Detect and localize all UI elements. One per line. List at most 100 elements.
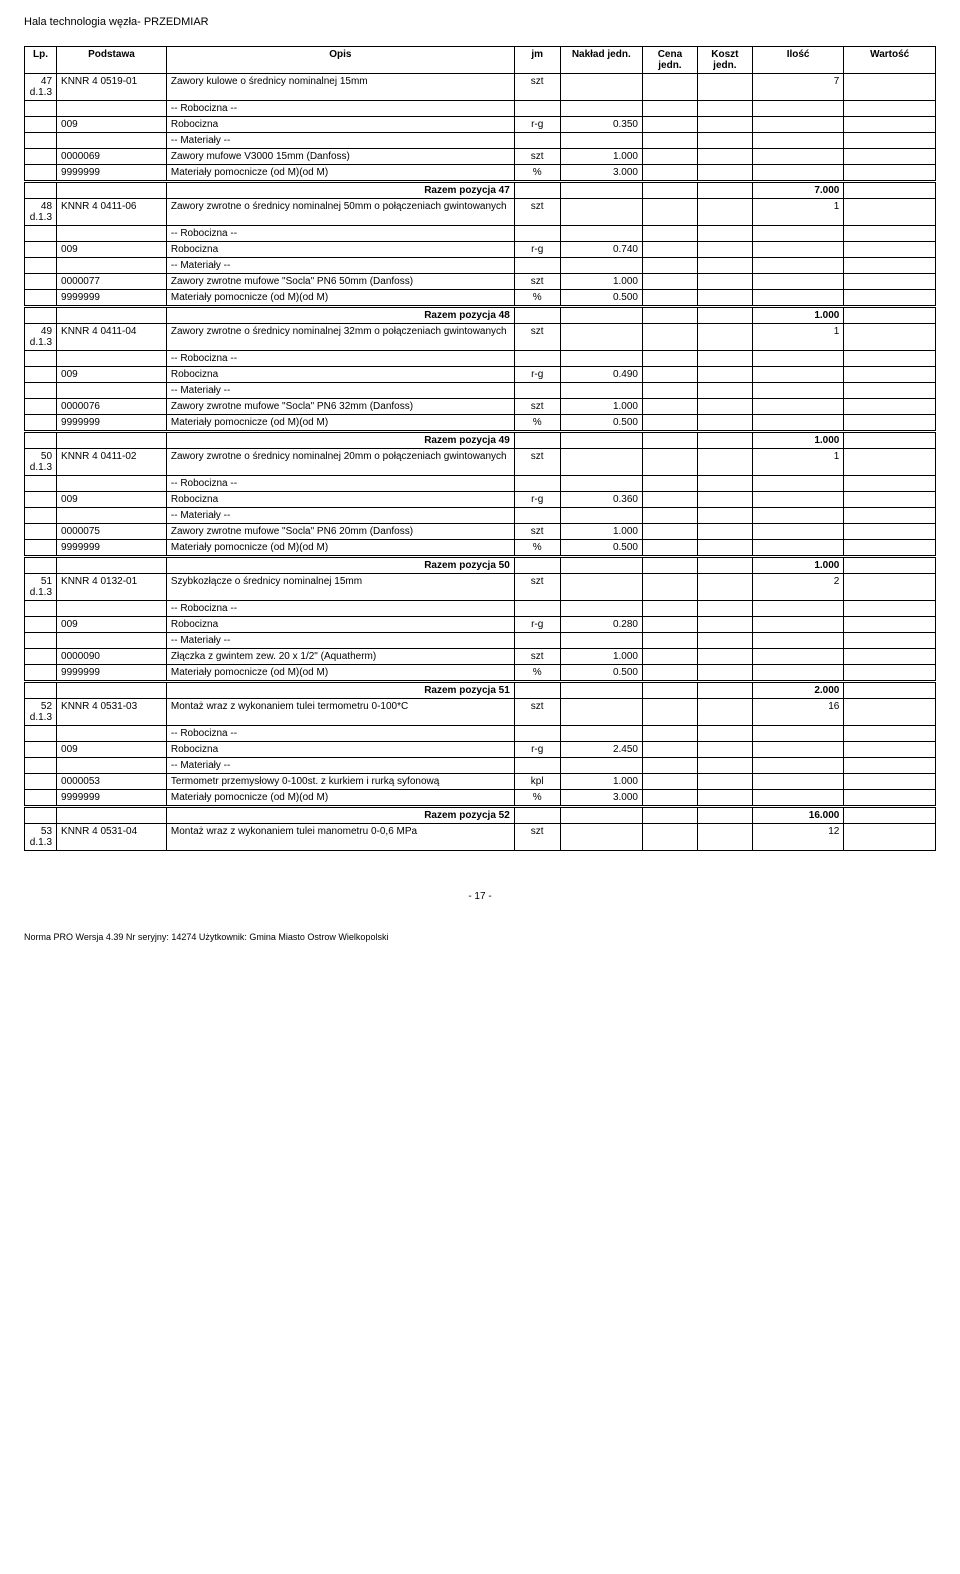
cell-nakl: [560, 449, 642, 476]
robocizna-header-label: -- Robocizna --: [166, 601, 514, 617]
robocizna-jm: r-g: [514, 117, 560, 133]
col-cena: Cena jedn.: [642, 47, 697, 74]
material-jm: szt: [514, 649, 560, 665]
col-lp: Lp.: [25, 47, 57, 74]
materialy-header-label: -- Materiały --: [166, 758, 514, 774]
cell-lp: 47d.1.3: [25, 74, 57, 101]
robocizna-code: 009: [57, 742, 167, 758]
material-label: Materiały pomocnicze (od M)(od M): [166, 415, 514, 432]
cell-podstawa: KNNR 4 0132-01: [57, 574, 167, 601]
cell-lp: 51d.1.3: [25, 574, 57, 601]
material-jm: szt: [514, 274, 560, 290]
material-row: 9999999Materiały pomocnicze (od M)(od M)…: [25, 415, 936, 432]
material-row: 0000069Zawory mufowe V3000 15mm (Danfoss…: [25, 149, 936, 165]
material-code: 9999999: [57, 790, 167, 807]
material-row: 0000076Zawory zwrotne mufowe "Socla" PN6…: [25, 399, 936, 415]
cost-table: Lp. Podstawa Opis jm Nakład jedn. Cena j…: [24, 46, 936, 851]
cell-ilosc: 16: [752, 699, 844, 726]
material-code: 0000069: [57, 149, 167, 165]
robocizna-header-row: -- Robocizna --: [25, 476, 936, 492]
razem-label: Razem pozycja 49: [166, 432, 514, 449]
razem-value: 2.000: [752, 682, 844, 699]
material-label: Materiały pomocnicze (od M)(od M): [166, 790, 514, 807]
material-label: Zawory mufowe V3000 15mm (Danfoss): [166, 149, 514, 165]
cell-cena: [642, 574, 697, 601]
robocizna-nakl: 0.280: [560, 617, 642, 633]
robocizna-header-label: -- Robocizna --: [166, 726, 514, 742]
material-row: 9999999Materiały pomocnicze (od M)(od M)…: [25, 665, 936, 682]
cell-koszt: [697, 824, 752, 851]
cell-podstawa: KNNR 4 0411-06: [57, 199, 167, 226]
cell-ilosc: 2: [752, 574, 844, 601]
robocizna-header-label: -- Robocizna --: [166, 226, 514, 242]
material-code: 0000075: [57, 524, 167, 540]
razem-value: 7.000: [752, 182, 844, 199]
cell-podstawa: KNNR 4 0411-04: [57, 324, 167, 351]
cell-koszt: [697, 449, 752, 476]
cell-opis: Montaż wraz z wykonaniem tulei termometr…: [166, 699, 514, 726]
col-pod: Podstawa: [57, 47, 167, 74]
cell-jm: szt: [514, 449, 560, 476]
cell-ilosc: 12: [752, 824, 844, 851]
materialy-header-row: -- Materiały --: [25, 508, 936, 524]
material-label: Zawory zwrotne mufowe "Socla" PN6 32mm (…: [166, 399, 514, 415]
robocizna-code: 009: [57, 492, 167, 508]
material-label: Termometr przemysłowy 0-100st. z kurkiem…: [166, 774, 514, 790]
material-label: Zawory zwrotne mufowe "Socla" PN6 50mm (…: [166, 274, 514, 290]
cell-podstawa: KNNR 4 0531-04: [57, 824, 167, 851]
razem-value: 16.000: [752, 807, 844, 824]
cell-ilosc: 1: [752, 324, 844, 351]
col-nakl: Nakład jedn.: [560, 47, 642, 74]
robocizna-header-label: -- Robocizna --: [166, 476, 514, 492]
cell-lp: 53d.1.3: [25, 824, 57, 851]
item-row: 52d.1.3KNNR 4 0531-03Montaż wraz z wykon…: [25, 699, 936, 726]
material-jm: szt: [514, 524, 560, 540]
item-row: 48d.1.3KNNR 4 0411-06Zawory zwrotne o śr…: [25, 199, 936, 226]
robocizna-jm: r-g: [514, 742, 560, 758]
material-code: 9999999: [57, 540, 167, 557]
material-nakl: 0.500: [560, 540, 642, 557]
cell-wart: [844, 324, 936, 351]
cell-koszt: [697, 699, 752, 726]
materialy-header-label: -- Materiały --: [166, 258, 514, 274]
robocizna-header-row: -- Robocizna --: [25, 226, 936, 242]
cell-ilosc: 1: [752, 199, 844, 226]
material-label: Materiały pomocnicze (od M)(od M): [166, 665, 514, 682]
material-jm: %: [514, 165, 560, 182]
col-ilosc: Ilość: [752, 47, 844, 74]
robocizna-nakl: 2.450: [560, 742, 642, 758]
cell-jm: szt: [514, 699, 560, 726]
col-jm: jm: [514, 47, 560, 74]
cell-opis: Zawory kulowe o średnicy nominalnej 15mm: [166, 74, 514, 101]
cell-nakl: [560, 699, 642, 726]
razem-row: Razem pozycja 512.000: [25, 682, 936, 699]
robocizna-row: 009Robociznar-g0.490: [25, 367, 936, 383]
cell-cena: [642, 449, 697, 476]
cell-ilosc: 7: [752, 74, 844, 101]
material-code: 0000053: [57, 774, 167, 790]
robocizna-jm: r-g: [514, 617, 560, 633]
cell-nakl: [560, 199, 642, 226]
col-wart: Wartość: [844, 47, 936, 74]
razem-row: Razem pozycja 477.000: [25, 182, 936, 199]
razem-row: Razem pozycja 481.000: [25, 307, 936, 324]
cell-nakl: [560, 74, 642, 101]
materialy-header-row: -- Materiały --: [25, 258, 936, 274]
robocizna-header-row: -- Robocizna --: [25, 601, 936, 617]
cell-nakl: [560, 324, 642, 351]
robocizna-header-row: -- Robocizna --: [25, 351, 936, 367]
table-header-row: Lp. Podstawa Opis jm Nakład jedn. Cena j…: [25, 47, 936, 74]
material-row: 0000077Zawory zwrotne mufowe "Socla" PN6…: [25, 274, 936, 290]
material-code: 0000077: [57, 274, 167, 290]
robocizna-label: Robocizna: [166, 242, 514, 258]
cell-cena: [642, 699, 697, 726]
material-row: 9999999Materiały pomocnicze (od M)(od M)…: [25, 165, 936, 182]
robocizna-label: Robocizna: [166, 617, 514, 633]
item-row: 49d.1.3KNNR 4 0411-04Zawory zwrotne o śr…: [25, 324, 936, 351]
cell-wart: [844, 74, 936, 101]
cell-koszt: [697, 74, 752, 101]
cell-koszt: [697, 574, 752, 601]
item-row: 50d.1.3KNNR 4 0411-02Zawory zwrotne o śr…: [25, 449, 936, 476]
material-code: 0000090: [57, 649, 167, 665]
robocizna-row: 009Robociznar-g0.740: [25, 242, 936, 258]
